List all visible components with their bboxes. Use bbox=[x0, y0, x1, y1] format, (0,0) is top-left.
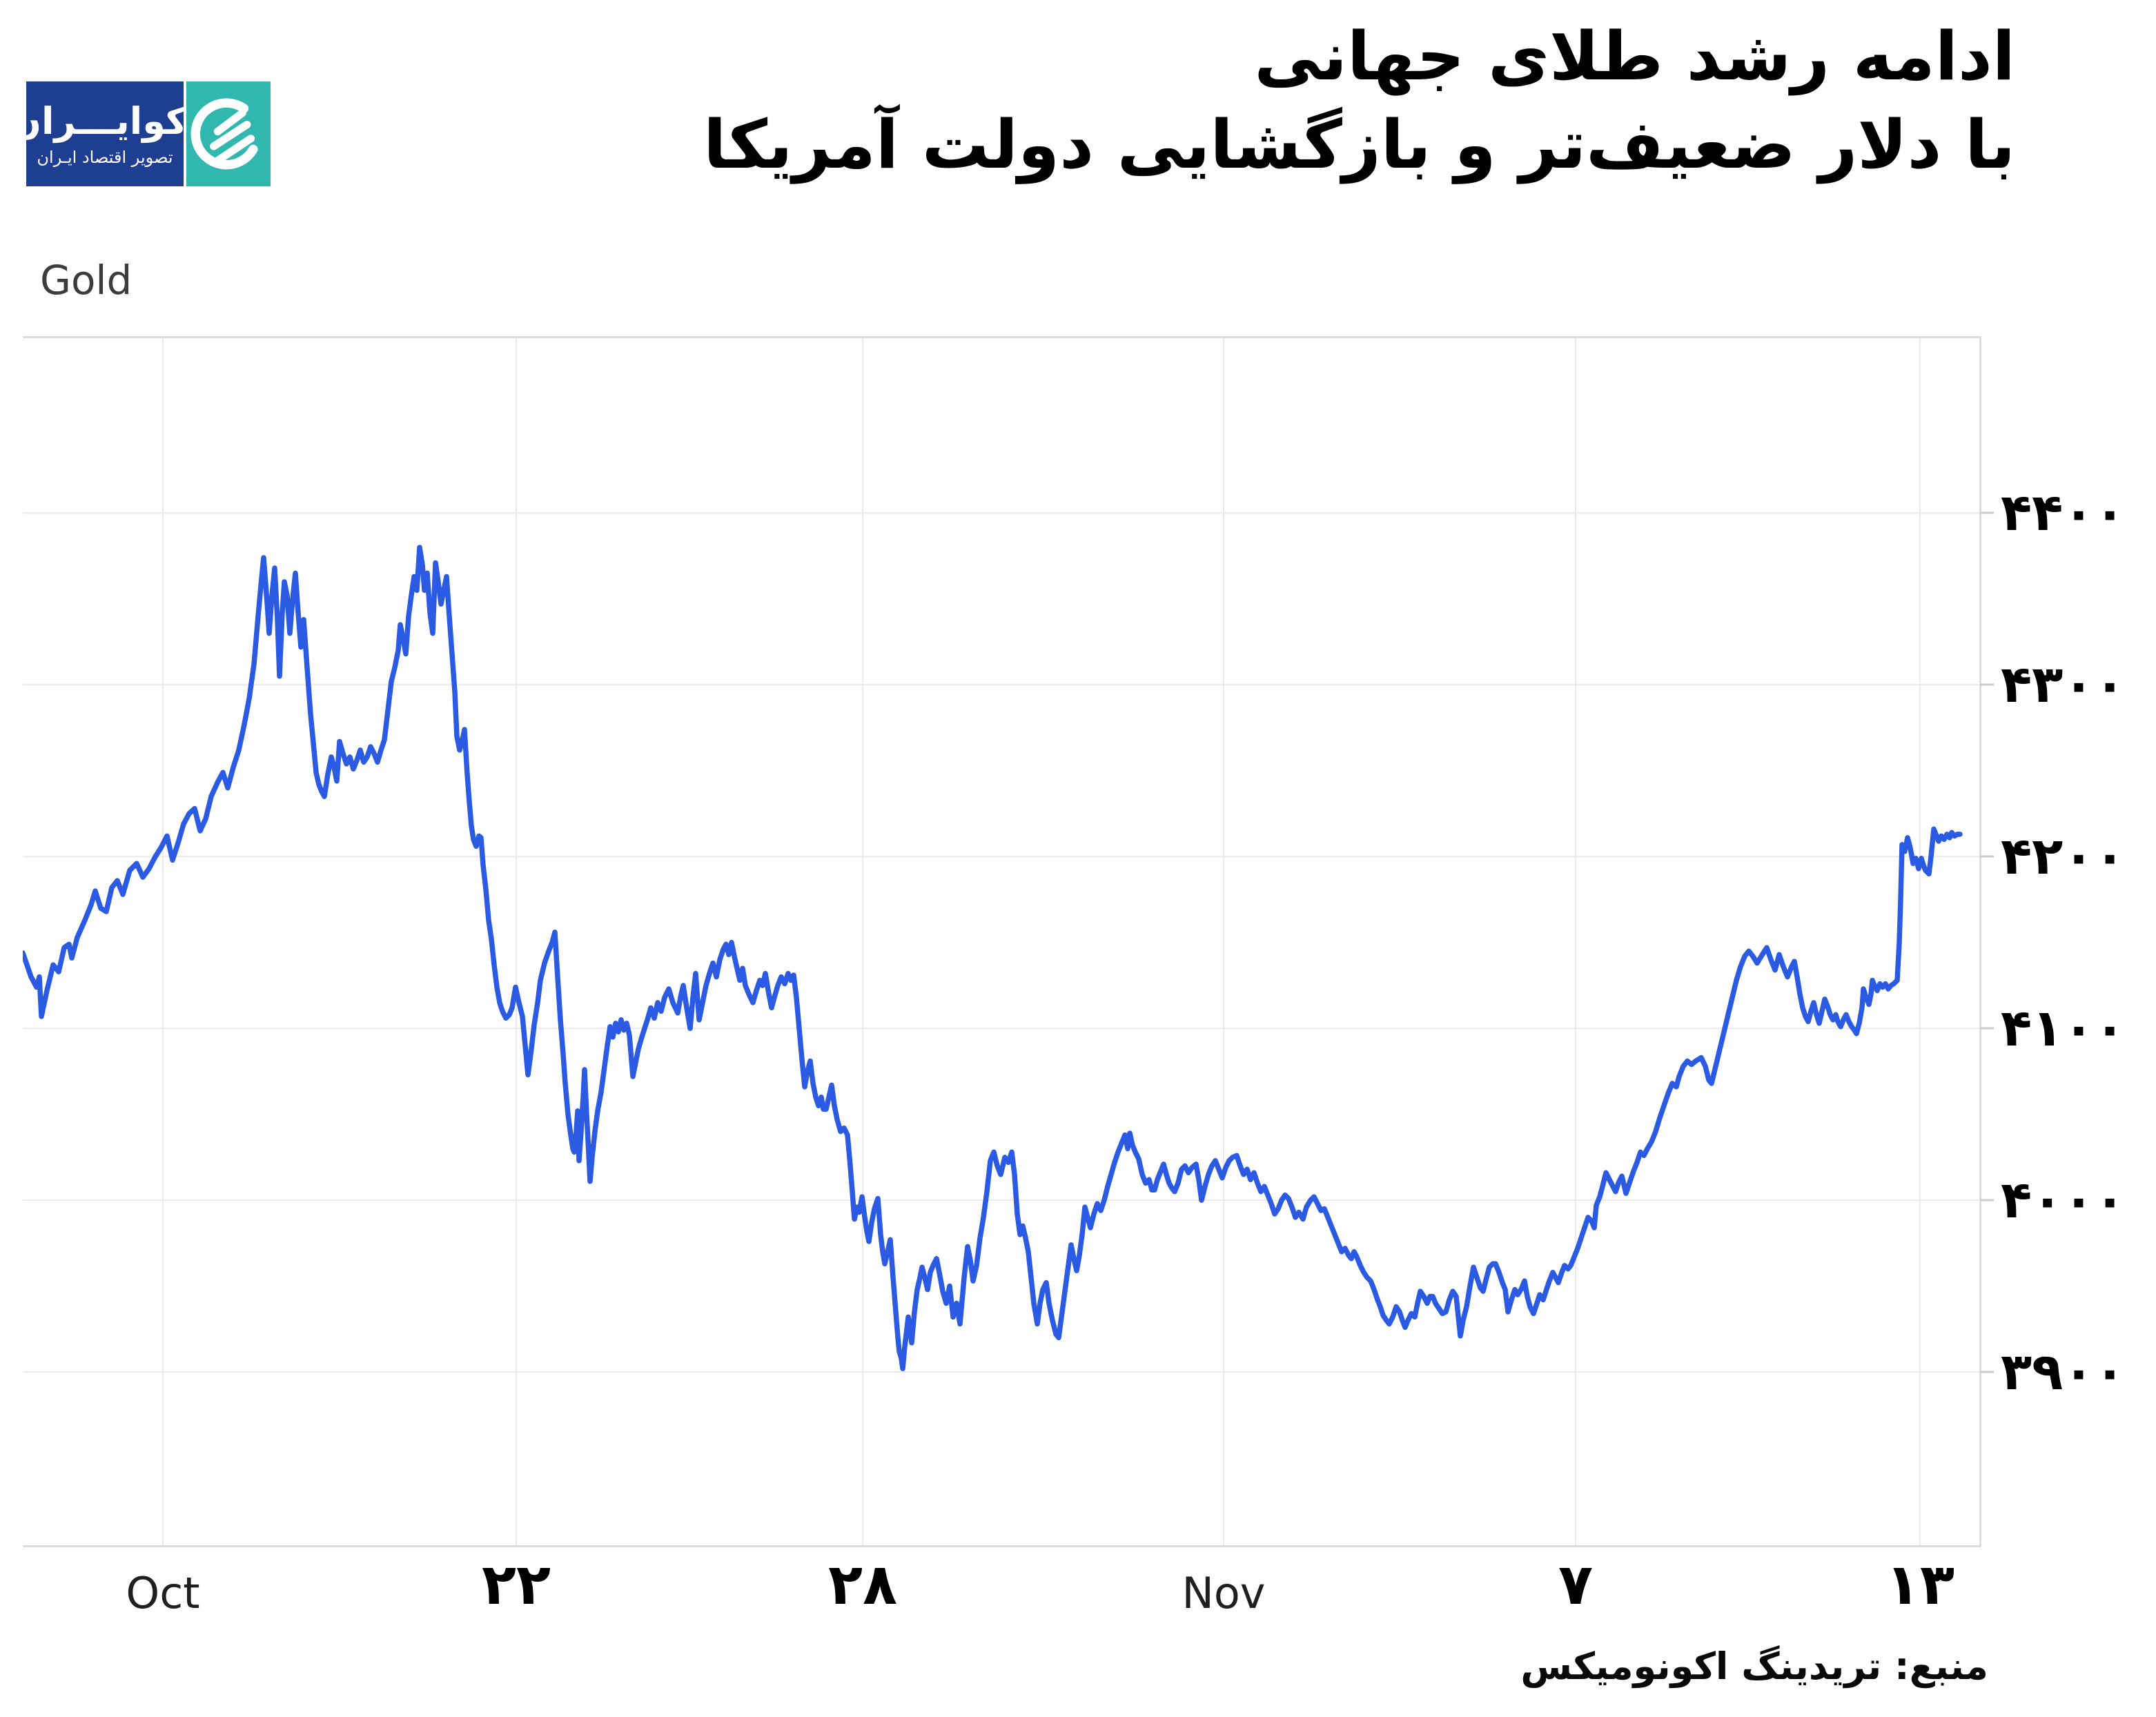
x-axis-label: Oct bbox=[126, 1568, 200, 1618]
y-axis-label: ۴۰۰۰ bbox=[2001, 1170, 2126, 1230]
logo-name: اکوایـــران bbox=[9, 99, 201, 144]
chart-title: ادامه رشد طلای جهانی با دلار ضعیف‌تر و ب… bbox=[703, 12, 2015, 189]
logo-mark-box bbox=[186, 81, 271, 186]
title-line-2: با دلار ضعیف‌تر و بازگشایی دولت آمریکا bbox=[703, 106, 2015, 184]
y-axis-label: ۴۴۰۰ bbox=[2001, 483, 2126, 543]
y-axis-tick bbox=[1980, 683, 1994, 686]
gold-price-line bbox=[23, 544, 1963, 1371]
y-axis-label: ۴۲۰۰ bbox=[2001, 827, 2126, 887]
gold-line-chart bbox=[23, 336, 1981, 1547]
y-axis-label: ۴۳۰۰ bbox=[2001, 655, 2126, 715]
y-axis-tick bbox=[1980, 511, 1994, 514]
logo-navy-box: اکوایـــران تصویر اقتصاد ایـران bbox=[10, 81, 200, 186]
y-axis-tick bbox=[1980, 1371, 1994, 1373]
logo-tagline: تصویر اقتصاد ایـران bbox=[37, 147, 173, 167]
x-axis-label: ۷ bbox=[1558, 1552, 1594, 1618]
y-axis-tick bbox=[1980, 855, 1994, 858]
source-credit: منبع: تریدینگ اکونومیکس bbox=[1520, 1645, 1988, 1688]
x-axis-label: Nov bbox=[1182, 1568, 1266, 1618]
ecoiran-logo-mark-icon bbox=[190, 98, 258, 170]
gold-line-chart-svg bbox=[23, 336, 1981, 1547]
y-axis-label: ۴۱۰۰ bbox=[2001, 999, 2126, 1059]
x-axis-label: ۲۸ bbox=[827, 1552, 898, 1618]
y-axis-tick bbox=[1980, 1027, 1994, 1030]
ecoiran-logo: اکوایـــران تصویر اقتصاد ایـران bbox=[10, 81, 271, 186]
y-axis-label: ۳۹۰۰ bbox=[2001, 1342, 2126, 1402]
title-line-1: ادامه رشد طلای جهانی bbox=[1254, 17, 2015, 95]
x-axis-label: ۲۲ bbox=[481, 1552, 551, 1618]
y-axis-tick bbox=[1980, 1199, 1994, 1201]
x-axis-label: ۱۳ bbox=[1885, 1552, 1955, 1618]
series-label-gold: Gold bbox=[40, 257, 133, 304]
